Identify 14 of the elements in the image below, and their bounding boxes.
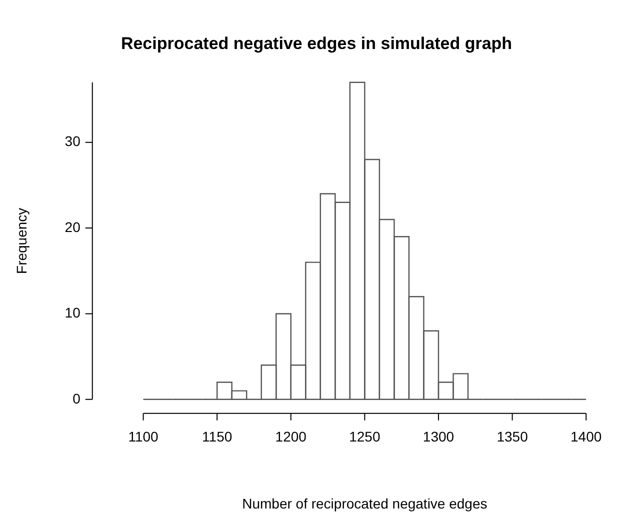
y-tick-label: 20 bbox=[64, 218, 81, 235]
y-tick-label: 30 bbox=[64, 133, 81, 150]
y-tick-label: 0 bbox=[72, 390, 81, 406]
x-tick-label: 1300 bbox=[422, 428, 454, 445]
x-tick-label: 1250 bbox=[349, 428, 380, 445]
x-axis-title: Number of reciprocated negative edges bbox=[242, 495, 488, 512]
x-tick-label: 1150 bbox=[202, 428, 232, 445]
x-tick-label: 1350 bbox=[496, 428, 528, 445]
x-tick-label: 1200 bbox=[275, 428, 307, 445]
y-axis-title: Frequency bbox=[13, 208, 30, 274]
x-tick-label: 1100 bbox=[128, 428, 159, 445]
chart-title: Reciprocated negative edges in simulated graph bbox=[120, 34, 512, 53]
y-tick-label: 10 bbox=[64, 304, 81, 321]
x-tick-label: 1400 bbox=[570, 428, 602, 445]
